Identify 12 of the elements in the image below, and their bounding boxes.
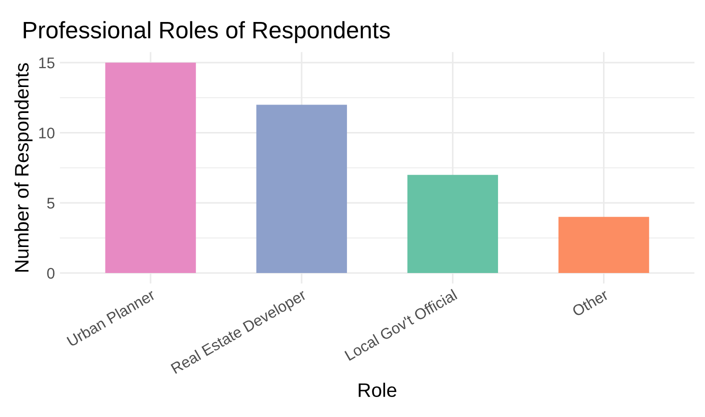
chart-title: Professional Roles of Respondents <box>24 21 390 44</box>
y-tick-label: 10 <box>39 128 54 138</box>
y-tick-label: 5 <box>47 198 54 209</box>
bar <box>558 216 650 274</box>
bar <box>256 104 347 274</box>
bar <box>105 62 196 274</box>
x-axis-title: Role <box>358 382 396 398</box>
y-tick-label: 0 <box>47 268 54 279</box>
y-axis-title: Number of Respondents <box>14 63 33 272</box>
y-tick-label: 15 <box>39 58 54 68</box>
x-tick-label: Other <box>571 288 610 317</box>
bar <box>407 174 498 274</box>
